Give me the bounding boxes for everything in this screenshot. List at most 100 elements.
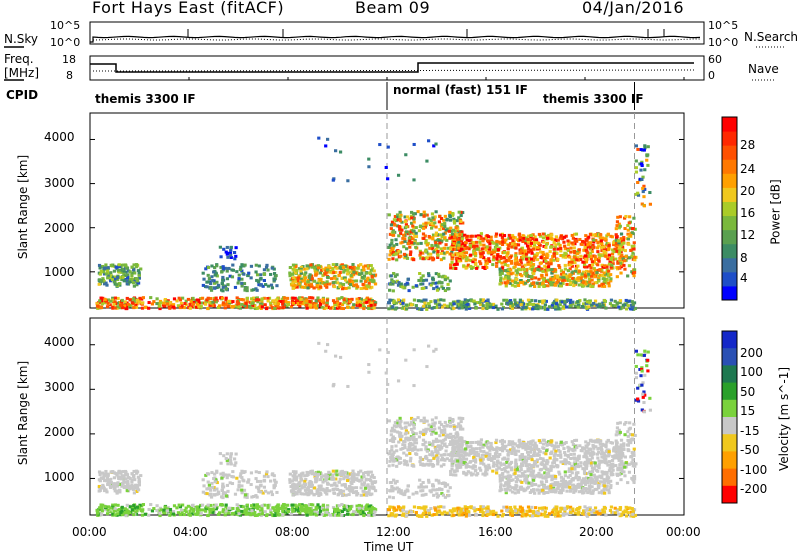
power-cell bbox=[532, 256, 537, 260]
velocity-cell bbox=[262, 474, 267, 478]
velocity-cell bbox=[372, 476, 376, 480]
power-cell bbox=[408, 245, 412, 249]
power-cell bbox=[609, 273, 613, 277]
power-cell bbox=[472, 241, 476, 245]
velocity-cell bbox=[231, 506, 235, 510]
velocity-cell bbox=[442, 424, 446, 428]
power-cell bbox=[158, 299, 163, 303]
power-cell bbox=[597, 279, 601, 283]
power-cell bbox=[137, 281, 141, 285]
power-cell bbox=[305, 303, 309, 307]
power-cell bbox=[477, 234, 481, 238]
power-cell bbox=[367, 298, 371, 302]
power-cell bbox=[588, 280, 592, 284]
power-cell bbox=[452, 263, 456, 267]
velocity-cell bbox=[231, 470, 235, 474]
power-cell bbox=[482, 256, 486, 260]
power-cell bbox=[498, 233, 503, 237]
power-cell bbox=[237, 273, 241, 277]
velocity-cell bbox=[446, 433, 450, 437]
power-cell bbox=[303, 276, 308, 280]
power-cell bbox=[457, 240, 461, 244]
power-cell bbox=[516, 267, 521, 271]
power-cell bbox=[606, 274, 610, 278]
power-cell bbox=[396, 215, 400, 219]
power-cell bbox=[630, 307, 634, 311]
velocity-cell bbox=[260, 504, 264, 508]
power-cell bbox=[622, 263, 626, 267]
power-cell bbox=[211, 303, 215, 307]
velocity-cell bbox=[299, 478, 303, 482]
velocity-cell bbox=[252, 495, 256, 499]
velocity-cell bbox=[128, 476, 132, 480]
velocity-cell bbox=[135, 505, 139, 509]
power-cell bbox=[395, 273, 399, 277]
power-cell bbox=[543, 264, 547, 268]
power-cell bbox=[269, 272, 273, 276]
power-cell bbox=[405, 247, 409, 251]
power-cell bbox=[593, 257, 598, 261]
velocity-cell bbox=[255, 503, 259, 507]
power-cell bbox=[425, 243, 430, 247]
power-cell bbox=[543, 303, 548, 307]
power-cell bbox=[626, 274, 630, 278]
power-cell bbox=[315, 271, 319, 275]
power-cell bbox=[130, 265, 134, 269]
velocity-cell bbox=[365, 470, 370, 474]
power-cell bbox=[121, 306, 125, 310]
power-cell bbox=[324, 266, 328, 270]
power-cell bbox=[426, 272, 431, 276]
power-cell bbox=[570, 233, 574, 237]
power-cell bbox=[624, 254, 628, 258]
power-cell bbox=[563, 303, 567, 307]
power-cell bbox=[561, 255, 565, 259]
velocity-cell bbox=[456, 433, 460, 437]
power-cell bbox=[481, 239, 485, 243]
power-cell bbox=[340, 306, 344, 310]
velocity-cell bbox=[120, 505, 124, 509]
power-cell bbox=[367, 157, 371, 161]
power-cell bbox=[231, 263, 235, 267]
velocity-cell bbox=[357, 506, 361, 510]
velocity-cell bbox=[450, 457, 454, 461]
power-cell bbox=[434, 210, 438, 214]
velocity-cell bbox=[423, 440, 427, 444]
power-cell bbox=[123, 274, 128, 278]
velocity-cell bbox=[443, 437, 447, 441]
velocity-cell bbox=[589, 463, 593, 467]
power-cell bbox=[461, 304, 466, 308]
velocity-cell bbox=[104, 469, 108, 473]
power-cell bbox=[352, 268, 356, 272]
velocity-cell bbox=[105, 476, 110, 480]
power-cell bbox=[351, 306, 355, 310]
velocity-cell bbox=[325, 510, 329, 514]
power-cell bbox=[264, 307, 269, 311]
velocity-cell bbox=[373, 489, 378, 493]
velocity-cell bbox=[175, 506, 179, 510]
power-cell bbox=[504, 268, 508, 272]
power-cell bbox=[559, 234, 563, 238]
power-cell bbox=[616, 215, 620, 219]
velocity-cell bbox=[454, 432, 458, 436]
power-cell bbox=[627, 221, 631, 225]
power-cell bbox=[481, 298, 485, 302]
power-cell bbox=[367, 306, 371, 310]
power-cell bbox=[105, 283, 109, 287]
velocity-cell bbox=[340, 502, 344, 506]
power-cell bbox=[201, 271, 205, 275]
power-cell bbox=[225, 252, 229, 256]
velocity-cell bbox=[272, 474, 276, 478]
power-cell bbox=[349, 298, 353, 302]
power-cell bbox=[291, 272, 295, 276]
velocity-cell bbox=[226, 462, 230, 466]
power-cell bbox=[561, 237, 565, 241]
power-cell bbox=[334, 270, 338, 274]
power-cell bbox=[564, 274, 568, 278]
power-cell bbox=[508, 299, 513, 303]
velocity-cell bbox=[412, 418, 416, 422]
power-cell bbox=[608, 302, 613, 306]
power-cell bbox=[362, 307, 366, 311]
power-cell bbox=[526, 250, 531, 254]
velocity-cell bbox=[408, 444, 412, 448]
velocity-cell bbox=[303, 488, 308, 492]
